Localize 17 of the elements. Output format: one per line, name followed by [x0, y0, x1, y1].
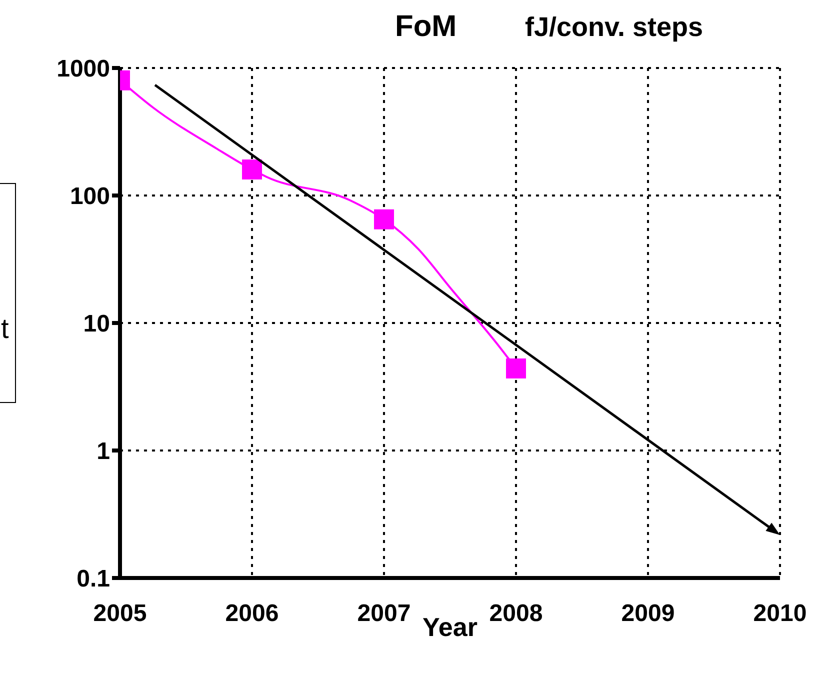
- x-tick-label: 2005: [93, 600, 147, 628]
- x-tick-label: 2007: [357, 600, 411, 628]
- y-tick-label: 10: [83, 310, 110, 338]
- point: [506, 358, 526, 378]
- y-tick-label: 100: [70, 183, 110, 210]
- x-tick-label: 2010: [753, 600, 807, 628]
- y-tick-label: 1000: [56, 56, 110, 83]
- x-tick-label: 2006: [225, 600, 279, 628]
- chart-title: FoM: [395, 10, 457, 44]
- point: [374, 209, 394, 230]
- x-tick-label: 2009: [621, 600, 675, 628]
- text: t: [1, 313, 9, 345]
- x-tick-label: 2008: [489, 600, 543, 628]
- y-tick-label: 1: [96, 438, 110, 466]
- y-tick-label: 0.1: [76, 566, 110, 593]
- y-axis-title: fJ/conv. steps: [525, 12, 704, 43]
- x-axis-title: Year: [422, 612, 478, 642]
